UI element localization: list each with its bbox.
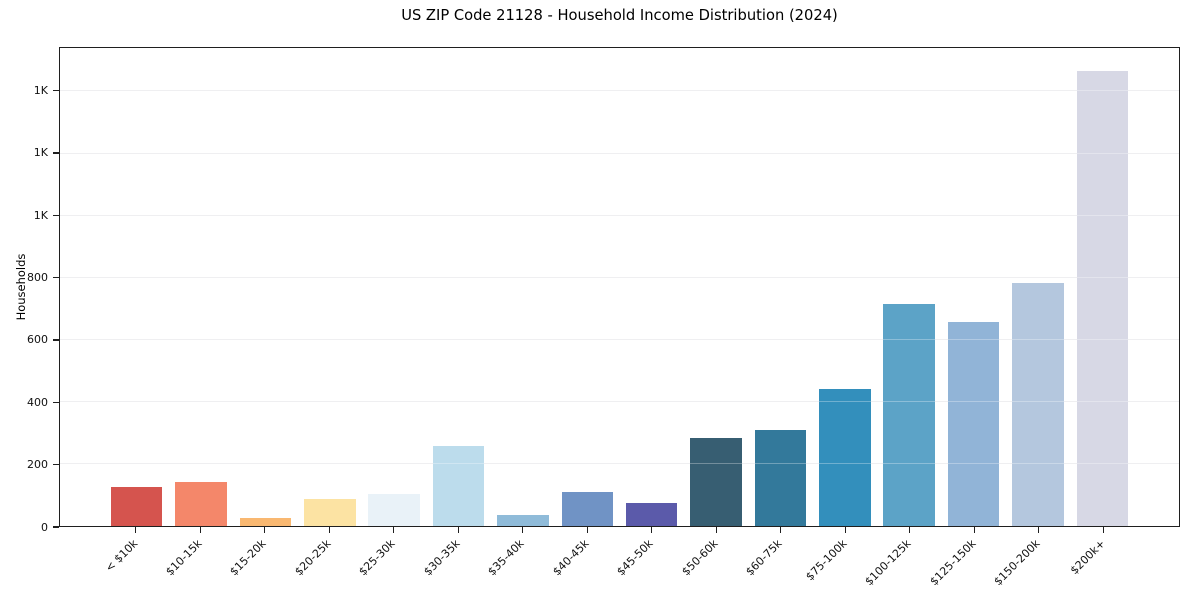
plot-area	[59, 47, 1180, 527]
x-tick-mark	[973, 527, 975, 533]
x-tick-mark	[264, 527, 266, 533]
gridline-overlay	[60, 152, 1179, 154]
x-tick-mark	[780, 527, 782, 533]
y-tick-mark	[53, 90, 59, 92]
gridline	[60, 276, 1179, 278]
x-tick-mark	[393, 527, 395, 533]
gridline-overlay	[60, 90, 1179, 92]
x-tick-label: $25-30k	[356, 537, 398, 579]
bar-$200k+	[1076, 70, 1129, 526]
y-tick-mark	[53, 277, 59, 279]
y-tick-label: 1K	[33, 84, 48, 98]
y-tick-label: 400	[27, 395, 48, 409]
x-tick-label: $20-25k	[292, 537, 334, 579]
gridline-overlay	[60, 400, 1179, 402]
y-tick-mark	[53, 526, 59, 528]
y-tick-label: 0	[41, 520, 48, 534]
bar-$30-35k	[432, 445, 485, 526]
x-tick-mark	[844, 527, 846, 533]
bar-$45-50k	[625, 503, 678, 526]
y-tick-label: 800	[27, 271, 48, 285]
gridline-overlay	[60, 338, 1179, 340]
bar-$75-100k	[819, 388, 871, 526]
x-tick-label: $10-15k	[163, 537, 205, 579]
x-tick-label: $60-75k	[743, 537, 785, 579]
gridline-overlay	[60, 214, 1179, 216]
gridline	[60, 214, 1179, 216]
x-tick-label: $50-60k	[679, 537, 721, 579]
y-axis-label: Households	[14, 253, 28, 321]
y-tick-mark	[53, 214, 59, 216]
x-tick-label: $125-150k	[927, 537, 979, 589]
x-tick-mark	[651, 527, 653, 533]
x-tick-mark	[328, 527, 330, 533]
x-tick-label: $150-200k	[991, 537, 1043, 589]
bar-$10-15k	[175, 482, 227, 526]
x-tick-mark	[715, 527, 717, 533]
y-tick-label: 600	[27, 333, 48, 347]
x-tick-mark	[135, 527, 137, 533]
x-tick-mark	[586, 527, 588, 533]
x-tick-mark	[1102, 527, 1104, 533]
y-tick-label: 200	[27, 458, 48, 472]
x-tick-label: $30-35k	[421, 537, 463, 579]
bar-$100-125k	[883, 303, 935, 526]
y-tick-mark	[53, 152, 59, 154]
y-tick-mark	[53, 339, 59, 341]
x-tick-label: $45-50k	[614, 537, 656, 579]
x-tick-mark	[522, 527, 524, 533]
x-tick-label: $100-125k	[862, 537, 914, 589]
bar-$25-30k	[368, 494, 420, 526]
y-tick-label: 1K	[33, 146, 48, 160]
bar-$150-200k	[1012, 283, 1064, 526]
gridline	[60, 338, 1179, 340]
gridline	[60, 90, 1179, 92]
x-tick-label: $75-100k	[803, 537, 850, 584]
bar-< $10k	[110, 486, 163, 526]
bar-$40-45k	[561, 491, 614, 526]
gridline	[60, 400, 1179, 402]
gridline-overlay	[60, 276, 1179, 278]
x-tick-mark	[909, 527, 911, 533]
x-tick-mark	[1038, 527, 1040, 533]
bar-$20-25k	[304, 499, 356, 526]
chart-title: US ZIP Code 21128 - Household Income Dis…	[401, 7, 838, 24]
bar-$35-40k	[497, 514, 549, 526]
bar-$125-150k	[947, 322, 1000, 526]
x-tick-label: $35-40k	[485, 537, 527, 579]
x-tick-mark	[457, 527, 459, 533]
y-tick-label: 1K	[33, 208, 48, 222]
x-tick-label: $40-45k	[550, 537, 592, 579]
gridline	[60, 152, 1179, 154]
x-tick-label: $15-20k	[227, 537, 269, 579]
bar-$60-75k	[754, 430, 807, 526]
x-tick-label: $200k+	[1067, 537, 1108, 578]
x-tick-label: < $10k	[102, 537, 140, 575]
y-tick-mark	[53, 464, 59, 466]
gridline-overlay	[60, 462, 1179, 464]
bar-$15-20k	[239, 518, 292, 526]
gridline	[60, 462, 1179, 464]
y-tick-mark	[53, 401, 59, 404]
bar-$50-60k	[690, 438, 742, 526]
x-tick-mark	[199, 527, 201, 533]
